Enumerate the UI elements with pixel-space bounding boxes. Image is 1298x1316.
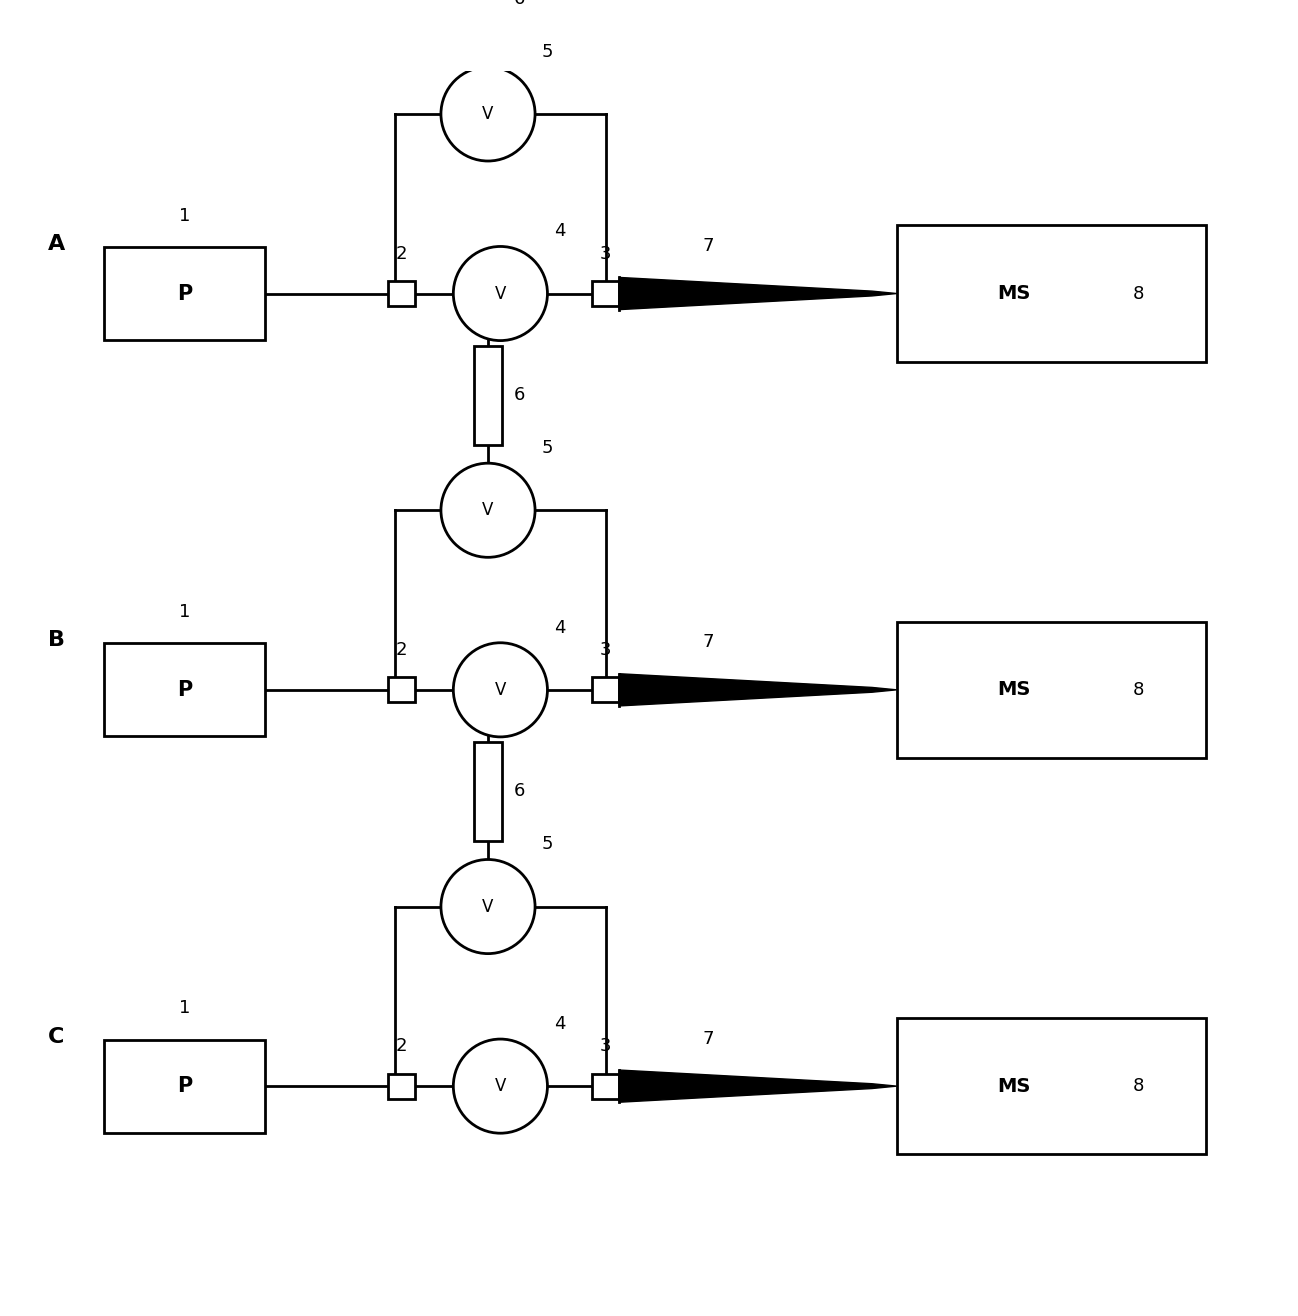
Text: 5: 5 [541, 440, 553, 457]
Bar [474, 742, 501, 841]
Text: 3: 3 [600, 1037, 611, 1055]
Bar [897, 621, 1206, 758]
Bar [388, 678, 415, 703]
Text: B: B [48, 630, 65, 650]
Text: 3: 3 [600, 245, 611, 263]
Circle shape [453, 246, 548, 341]
Text: 8: 8 [1132, 680, 1144, 699]
Text: V: V [495, 1076, 506, 1095]
Text: MS: MS [998, 1076, 1031, 1096]
Text: 2: 2 [396, 1037, 408, 1055]
Text: 4: 4 [554, 1015, 565, 1033]
Polygon shape [619, 1070, 897, 1103]
Text: 7: 7 [702, 1029, 714, 1048]
Polygon shape [619, 674, 897, 705]
Text: 4: 4 [554, 619, 565, 637]
Text: A: A [48, 234, 66, 254]
Text: V: V [483, 105, 493, 122]
Polygon shape [619, 278, 897, 309]
Text: 8: 8 [1132, 1076, 1144, 1095]
Text: 2: 2 [396, 245, 408, 263]
Circle shape [453, 642, 548, 737]
Bar [104, 644, 265, 736]
Text: P: P [177, 680, 192, 700]
Bar [592, 678, 619, 703]
Text: 5: 5 [541, 42, 553, 61]
Bar [592, 1074, 619, 1099]
Text: V: V [483, 898, 493, 916]
Text: P: P [177, 1076, 192, 1096]
Bar [474, 346, 501, 445]
Bar [104, 247, 265, 340]
Bar [388, 1074, 415, 1099]
Circle shape [441, 859, 535, 954]
Bar [388, 282, 415, 305]
Text: 6: 6 [514, 386, 526, 404]
Text: 5: 5 [541, 836, 553, 853]
Text: P: P [177, 283, 192, 304]
Text: 4: 4 [554, 222, 565, 241]
Bar [592, 282, 619, 305]
Text: 8: 8 [1132, 284, 1144, 303]
Text: C: C [48, 1026, 65, 1046]
Text: V: V [483, 501, 493, 520]
Bar [474, 0, 501, 49]
Text: 1: 1 [179, 207, 191, 225]
Text: 7: 7 [702, 633, 714, 651]
Text: 6: 6 [514, 0, 526, 8]
Circle shape [453, 1040, 548, 1133]
Text: V: V [495, 680, 506, 699]
Text: 7: 7 [702, 237, 714, 255]
Text: 1: 1 [179, 603, 191, 621]
Bar [897, 1019, 1206, 1154]
Text: V: V [495, 284, 506, 303]
Text: 3: 3 [600, 641, 611, 659]
Circle shape [441, 67, 535, 161]
Bar [104, 1040, 265, 1133]
Text: 2: 2 [396, 641, 408, 659]
Text: 6: 6 [514, 783, 526, 800]
Text: 1: 1 [179, 999, 191, 1017]
Text: MS: MS [998, 284, 1031, 303]
Circle shape [441, 463, 535, 557]
Bar [897, 225, 1206, 362]
Text: MS: MS [998, 680, 1031, 699]
